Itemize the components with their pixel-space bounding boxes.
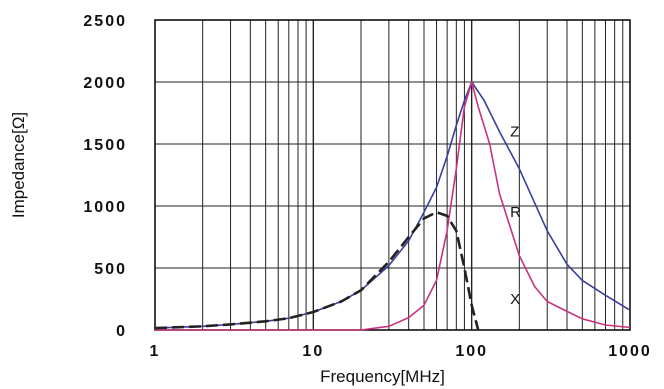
tick-labels: 1 10 100 1000 0 500 1000 1500 2000 2500 <box>83 13 652 360</box>
series-r-line <box>155 81 631 331</box>
grid <box>155 20 630 330</box>
plot-frame <box>154 19 631 331</box>
y-tick-label: 2000 <box>83 75 127 92</box>
y-tick-label: 1500 <box>83 137 127 154</box>
y-tick-label: 2500 <box>83 13 127 30</box>
x-axis-title: Frequency[MHz] <box>320 367 445 386</box>
x-tick-label: 1000 <box>608 343 652 360</box>
series-label-x: X <box>510 291 520 308</box>
x-tick-label: 100 <box>455 343 488 360</box>
series-layer <box>154 81 631 331</box>
y-axis-title: Impedance[Ω] <box>9 112 28 218</box>
series-label-z: Z <box>510 124 519 141</box>
y-tick-label: 500 <box>94 261 127 278</box>
x-tick-label: 10 <box>302 343 324 360</box>
series-x-line <box>154 210 480 331</box>
y-tick-label: 1000 <box>83 199 127 216</box>
series-labels: Z R X <box>510 124 521 308</box>
x-tick-label: 1 <box>150 343 161 360</box>
series-label-r: R <box>510 204 521 221</box>
series-z-line <box>154 81 631 329</box>
y-tick-label: 0 <box>116 323 127 340</box>
